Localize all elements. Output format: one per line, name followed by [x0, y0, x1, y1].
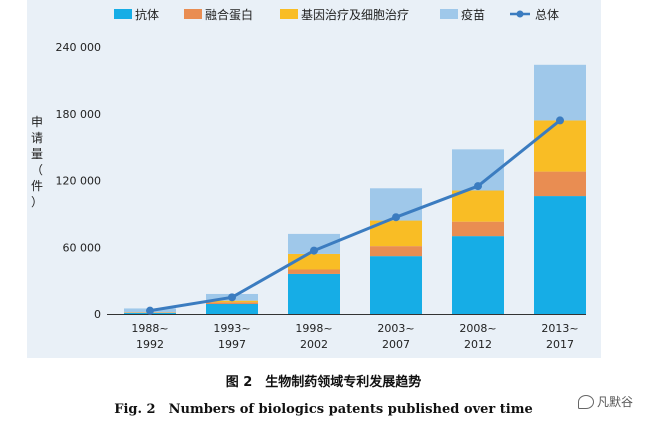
bar-segment-1	[452, 221, 504, 237]
x-tick-label: 1998~	[295, 322, 332, 335]
y-tick-label: 180 000	[56, 108, 102, 121]
watermark-text: 凡默谷	[596, 395, 633, 409]
x-tick-label: 1988~	[131, 322, 168, 335]
y-tick-label: 60 000	[63, 241, 102, 254]
legend-label-1: 融合蛋白	[205, 7, 253, 22]
legend-line-marker	[516, 10, 524, 18]
x-tick-label: 2012	[464, 338, 492, 351]
legend-swatch-2	[280, 9, 298, 19]
y-tick-label: 0	[94, 308, 101, 321]
x-tick-label: 2008~	[459, 322, 496, 335]
total-line-point	[556, 116, 564, 125]
y-axis-label-char: 请	[31, 131, 43, 145]
y-tick-label: 240 000	[56, 41, 102, 54]
figure-caption-english: Fig. 2 Numbers of biologics patents publ…	[114, 402, 533, 417]
bar-segment-1	[534, 171, 586, 197]
legend-swatch-3	[440, 9, 458, 19]
x-tick-label: 2002	[300, 338, 328, 351]
bar-segment-1	[206, 302, 258, 304]
legend-label-0: 抗体	[135, 7, 159, 22]
bar-segment-3	[288, 233, 340, 254]
total-line-point	[392, 213, 400, 222]
legend-swatch-0	[114, 9, 132, 19]
bar-segment-2	[534, 120, 586, 172]
bar-segment-3	[534, 64, 586, 121]
y-axis-label-char: （	[31, 163, 43, 177]
x-tick-label: 1993~	[213, 322, 250, 335]
x-tick-label: 1992	[136, 338, 164, 351]
total-line-point	[146, 306, 154, 315]
chart-panel: 抗体 融合蛋白 基因治疗及细胞治疗 疫苗 总体 0 60 000 120 000 180 000…	[27, 0, 601, 358]
x-tick-label: 2013~	[541, 322, 578, 335]
bar-segment-0	[288, 273, 340, 314]
total-line	[149, 119, 561, 313]
figure-caption-chinese: 图 2 生物制药领域专利发展趋势	[225, 375, 422, 390]
total-line-point	[474, 182, 482, 191]
wechat-icon	[577, 394, 594, 409]
legend-label-3: 疫苗	[461, 7, 485, 22]
y-tick-label: 120 000	[56, 175, 102, 188]
bar-segment-1	[288, 269, 340, 274]
bar-segment-0	[370, 256, 422, 314]
x-tick-label: 2017	[546, 338, 574, 351]
bar-segment-0	[206, 303, 258, 314]
bar-segment-1	[370, 246, 422, 257]
y-axis-label-char: ）	[31, 195, 43, 209]
legend-label-4: 总体	[535, 8, 559, 22]
x-tick-label: 1997	[218, 338, 246, 351]
bar-segment-2	[452, 190, 504, 222]
legend-swatch-1	[184, 9, 202, 19]
legend-label-2: 基因治疗及细胞治疗	[301, 8, 409, 22]
bar-segment-0	[452, 236, 504, 314]
total-line-point	[228, 293, 236, 302]
y-axis-label-char: 件	[31, 179, 43, 193]
y-axis-label-char: 量	[31, 147, 43, 161]
total-line-point	[310, 246, 318, 255]
watermark: 凡默谷	[577, 393, 633, 410]
x-tick-label: 2007	[382, 338, 410, 351]
y-axis-label-char: 申	[31, 115, 43, 129]
bar-segment-0	[534, 196, 586, 314]
bar-segment-2	[206, 300, 258, 303]
stacked-bar-chart: 抗体 融合蛋白 基因治疗及细胞治疗 疫苗 总体 0 60 000 120 000 180 000…	[31, 7, 586, 351]
x-tick-label: 2003~	[377, 322, 414, 335]
